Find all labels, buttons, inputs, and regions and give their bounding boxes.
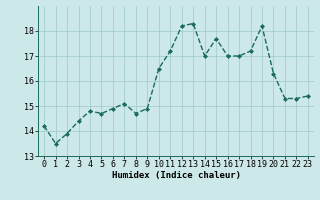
X-axis label: Humidex (Indice chaleur): Humidex (Indice chaleur): [111, 171, 241, 180]
